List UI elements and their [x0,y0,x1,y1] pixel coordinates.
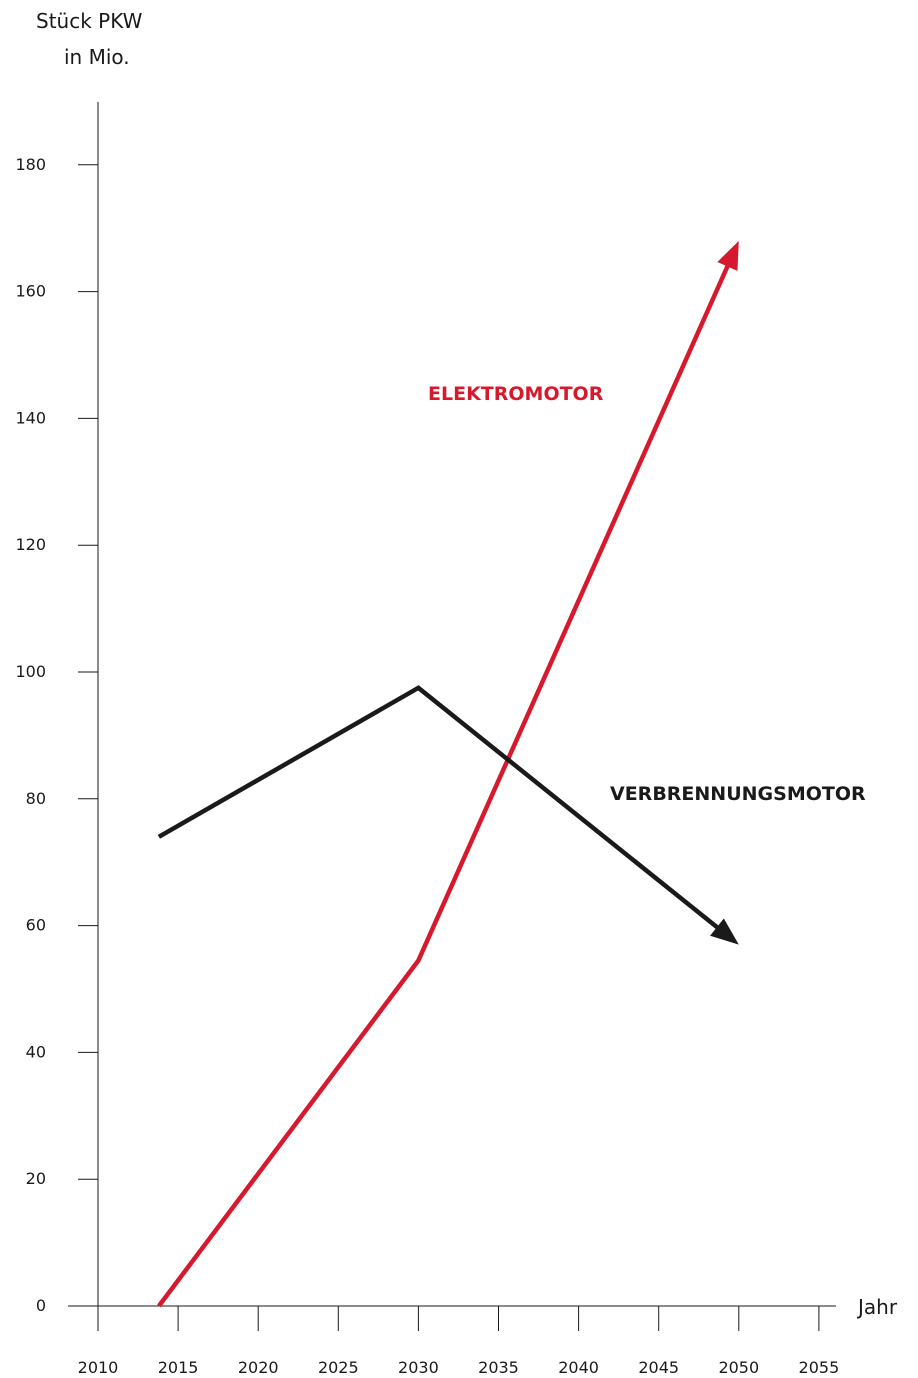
y-axis-ticks: 0 20 40 60 80 100 120 140 160 180 [15,155,98,1315]
x-tick-label: 2040 [558,1358,599,1377]
series-label-verbrennungsmotor: VERBRENNUNGSMOTOR [610,783,866,805]
y-tick-label: 100 [15,662,46,681]
y-tick-label: 40 [26,1042,46,1061]
y-tick-label: 160 [15,282,46,301]
series-arrowhead-verbrennungsmotor [710,918,739,945]
x-tick-label: 2010 [78,1358,119,1377]
x-axis-ticks: 2010 2015 2020 2025 2030 2035 2040 2045 2050 2055 [78,1306,840,1377]
y-tick-label: 60 [26,916,46,935]
y-axis-label-line-1: Stück PKW [36,9,143,33]
x-tick-label: 2045 [638,1358,679,1377]
y-tick-label: 20 [26,1169,46,1188]
y-axis-label-line-2: in Mio. [64,45,130,69]
series-line-verbrennungsmotor [157,685,720,931]
y-tick-label: 80 [26,789,46,808]
axes [68,102,836,1307]
y-tick-label: 180 [15,155,46,174]
y-tick-label: 140 [15,408,46,427]
x-axis-label: Jahr [856,1295,898,1319]
x-tick-label: 2050 [718,1358,759,1377]
x-tick-label: 2055 [799,1358,840,1377]
series-label-elektromotor: ELEKTROMOTOR [428,383,604,405]
x-tick-label: 2025 [318,1358,359,1377]
series-arrowhead-elektromotor [717,240,739,271]
x-tick-label: 2015 [158,1358,199,1377]
series-lines [157,240,739,1308]
x-tick-label: 2020 [238,1358,279,1377]
x-tick-label: 2030 [398,1358,439,1377]
x-tick-label: 2035 [478,1358,519,1377]
y-tick-label: 0 [36,1296,46,1315]
series-line-elektromotor [157,263,731,1308]
y-tick-label: 120 [15,535,46,554]
